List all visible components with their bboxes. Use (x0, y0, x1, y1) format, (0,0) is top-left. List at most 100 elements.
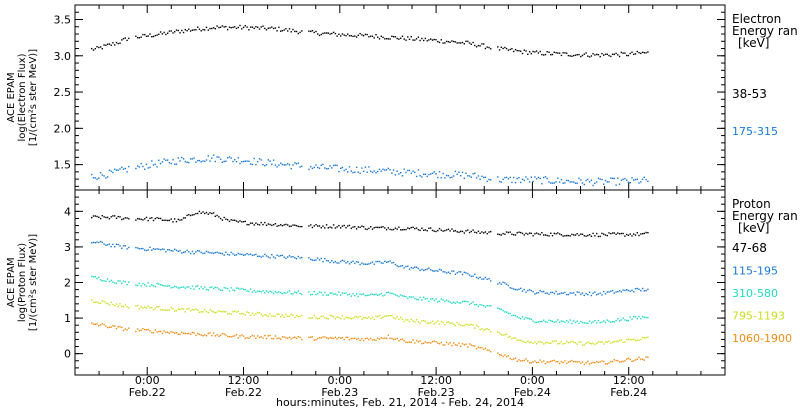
data-point (221, 161, 224, 163)
data-point (119, 245, 121, 247)
data-point (186, 308, 188, 310)
data-point (433, 38, 435, 41)
data-point (253, 290, 255, 292)
data-point (112, 243, 114, 246)
data-point (518, 359, 520, 361)
data-point (380, 337, 382, 339)
data-point (603, 54, 605, 56)
data-point (264, 334, 266, 337)
data-point (370, 226, 372, 228)
data-point (156, 306, 158, 308)
data-point (317, 166, 319, 169)
data-point (230, 251, 232, 254)
data-point (258, 312, 261, 314)
data-point (384, 315, 386, 317)
data-point (151, 284, 153, 286)
data-point (569, 181, 571, 183)
data-point (204, 212, 206, 215)
data-point (392, 36, 395, 38)
data-point (521, 178, 524, 180)
data-point (354, 316, 356, 318)
data-point (634, 178, 637, 181)
x-tick-label-date: Feb.22 (225, 386, 262, 399)
data-point (629, 182, 631, 184)
data-point (638, 315, 640, 318)
data-point (622, 317, 624, 319)
data-point (145, 285, 148, 287)
data-point (218, 252, 220, 254)
data-point (168, 285, 171, 287)
data-point (454, 170, 457, 173)
data-point (458, 342, 460, 344)
data-point (292, 256, 294, 258)
data-point (423, 319, 425, 322)
data-point (320, 257, 322, 260)
data-point (643, 52, 645, 54)
data-point (377, 170, 379, 173)
data-point (472, 229, 474, 231)
data-point (479, 45, 481, 47)
data-point (336, 35, 338, 37)
data-point (394, 294, 397, 296)
data-point (539, 290, 541, 292)
data-point (583, 183, 585, 186)
data-point (110, 326, 112, 328)
data-point (567, 361, 570, 363)
data-point (610, 233, 612, 235)
data-point (514, 288, 517, 291)
data-point (523, 359, 525, 362)
data-point (557, 343, 559, 345)
data-point (643, 290, 645, 292)
data-point (585, 322, 587, 324)
data-point (513, 358, 515, 360)
data-point (117, 280, 119, 282)
data-point (613, 359, 615, 361)
data-point (421, 299, 423, 301)
data-point (297, 255, 299, 258)
data-point (359, 172, 361, 175)
data-point (483, 348, 485, 351)
x-tick-label-time: 12:00 (420, 374, 452, 387)
data-point (204, 334, 206, 336)
data-point (380, 170, 382, 172)
data-point (147, 249, 149, 251)
data-point (119, 326, 121, 328)
data-point (242, 288, 245, 291)
data-point (525, 50, 527, 52)
data-point (257, 160, 259, 163)
data-point (631, 318, 633, 320)
data-point (140, 36, 142, 38)
data-point (566, 52, 568, 54)
data-point (234, 289, 236, 292)
data-point (431, 320, 434, 322)
y-tick-label: 2 (64, 277, 71, 290)
data-point (463, 232, 465, 234)
data-point (189, 252, 192, 255)
data-point (340, 227, 342, 229)
data-point (355, 261, 358, 263)
data-point (285, 313, 287, 316)
data-point (611, 232, 614, 234)
data-point (138, 218, 141, 220)
data-point (181, 219, 183, 221)
data-point (350, 295, 352, 297)
data-point (590, 343, 593, 345)
data-point (197, 250, 199, 252)
data-point (216, 156, 218, 158)
data-point (315, 224, 317, 226)
legend-title-line: Proton (732, 197, 771, 211)
data-point (288, 290, 291, 292)
data-point (361, 167, 363, 169)
data-point (172, 250, 174, 252)
data-point (647, 232, 649, 234)
data-point (516, 49, 518, 52)
data-point (606, 291, 608, 293)
data-point (172, 308, 174, 310)
data-point (149, 285, 151, 287)
data-point (197, 212, 199, 215)
data-point (292, 224, 294, 226)
data-point (154, 217, 156, 220)
data-point (170, 331, 172, 333)
data-point (470, 176, 472, 178)
data-point (389, 337, 391, 339)
